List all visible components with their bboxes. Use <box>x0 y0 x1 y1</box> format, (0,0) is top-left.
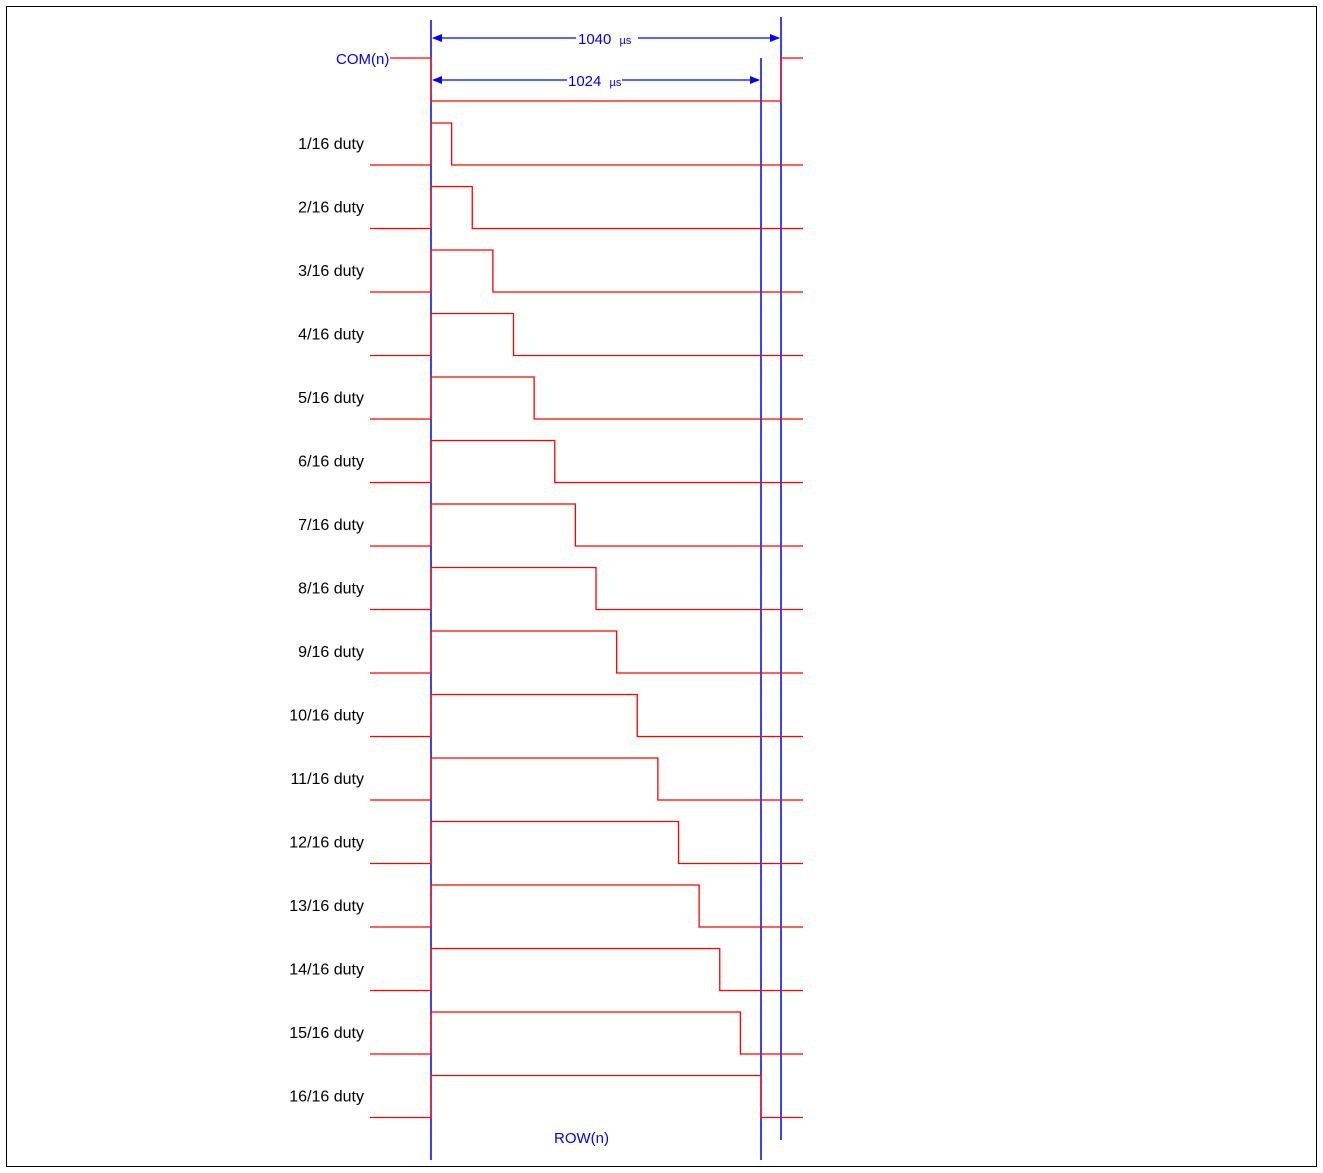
duty-label: 9/16 duty <box>298 644 364 661</box>
duty-label: 11/16 duty <box>290 771 364 788</box>
duty-label: 8/16 duty <box>298 581 364 598</box>
duty-label: 5/16 duty <box>298 390 364 407</box>
com-waveform <box>390 57 803 102</box>
dimension-1040-value: 1040 <box>578 31 611 48</box>
duty-label: 12/16 duty <box>289 835 364 852</box>
duty-label: 16/16 duty <box>289 1089 364 1106</box>
duty-label: 2/16 duty <box>298 200 364 217</box>
duty-waveform <box>370 1074 803 1119</box>
duty-waveform <box>370 185 803 230</box>
duty-waveform <box>370 249 803 293</box>
duty-label: 13/16 duty <box>289 898 364 915</box>
duty-waveform <box>370 947 803 992</box>
diagram-frame <box>6 6 1317 1167</box>
duty-waveform <box>370 312 803 357</box>
duty-label: 1/16 duty <box>298 136 364 153</box>
dimension-1024-unit: µs <box>610 77 622 89</box>
duty-waveform <box>370 884 803 928</box>
duty-label: 4/16 duty <box>298 327 364 344</box>
row-label: ROW(n) <box>554 1130 609 1147</box>
duty-waveform <box>370 376 803 420</box>
dimension-1040: 1040 µs <box>432 31 780 48</box>
duty-waveform <box>370 503 803 547</box>
duty-waveform <box>370 693 803 738</box>
dimension-1024: 1024 µs <box>432 73 760 90</box>
duty-waveform <box>370 630 803 674</box>
duty-waveform <box>370 1011 803 1055</box>
svg-text:1024 µs: 1024 µs <box>568 73 622 90</box>
duty-label: 6/16 duty <box>298 454 364 471</box>
com-label: COM(n) <box>336 51 389 68</box>
duty-label: 7/16 duty <box>298 517 364 534</box>
duty-waveform <box>370 439 803 484</box>
dimension-1040-unit: µs <box>620 35 632 47</box>
duty-label: 14/16 duty <box>289 962 364 979</box>
svg-text:1040 µs: 1040 µs <box>578 31 632 48</box>
duty-rows: 1/16 duty 2/16 duty 3/16 duty 4/16 duty 5/16… <box>289 122 803 1119</box>
duty-waveform <box>370 122 803 166</box>
duty-label: 3/16 duty <box>298 263 364 280</box>
duty-waveform <box>370 820 803 865</box>
duty-waveform <box>370 757 803 801</box>
duty-label: 15/16 duty <box>289 1025 364 1042</box>
duty-label: 10/16 duty <box>289 708 364 725</box>
duty-waveform <box>370 566 803 611</box>
dimension-1024-value: 1024 <box>568 73 601 90</box>
